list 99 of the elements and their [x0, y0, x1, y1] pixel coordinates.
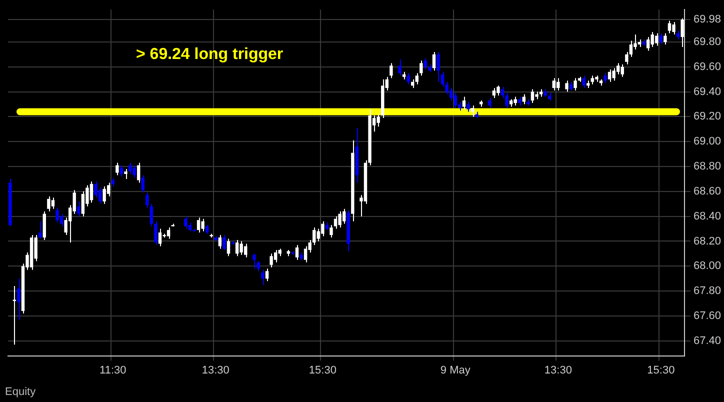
- candlestick: [415, 72, 418, 85]
- candlestick: [530, 88, 534, 104]
- candlestick: [38, 220, 42, 240]
- text: Equity: [5, 386, 36, 398]
- candlestick: [672, 22, 676, 36]
- candlestick: [226, 238, 230, 257]
- y-tick-label: 69.80: [693, 36, 722, 48]
- candlestick: [240, 240, 243, 256]
- candlestick: [466, 101, 470, 112]
- candlestick: [201, 218, 204, 232]
- candlestick: [522, 94, 526, 105]
- candlestick: [664, 32, 667, 45]
- candlestick: [196, 217, 200, 234]
- candlestick: [330, 224, 333, 238]
- candlestick: [338, 210, 342, 228]
- candlestick: [390, 62, 393, 79]
- candlestick: [47, 196, 50, 212]
- y-tick-label: 68.00: [693, 260, 722, 272]
- x-tick-label: 13:30: [544, 364, 572, 376]
- candlestick: [420, 60, 423, 76]
- y-tick-label: 68.80: [693, 160, 722, 173]
- y-tick-label: 67.40: [693, 334, 722, 347]
- y-tick-label: 69.60: [693, 60, 722, 73]
- candlestick: [604, 72, 607, 84]
- candlestick: [295, 244, 299, 260]
- candlestick: [218, 234, 222, 250]
- y-tick-label: 69.00: [693, 136, 722, 148]
- candlestick: [659, 32, 663, 45]
- candlestick: [454, 92, 458, 108]
- candlestick: [620, 64, 624, 78]
- candlestick: [488, 98, 492, 108]
- candlestick: [77, 200, 80, 217]
- y-tick-label: 69.40: [693, 86, 722, 98]
- candlestick: [406, 72, 410, 85]
- candlestick: [17, 278, 20, 320]
- candlestick: [222, 234, 226, 250]
- candlestick: [150, 203, 154, 227]
- candlestick: [90, 180, 94, 204]
- candlestick: [496, 85, 500, 96]
- candlestick: [120, 164, 124, 177]
- y-tick-label: 69.98: [693, 14, 722, 26]
- y-tick-label: 68.40: [693, 210, 722, 222]
- candlestick: [668, 20, 672, 34]
- candlestick: [650, 32, 654, 48]
- candlestick: [462, 96, 466, 110]
- candlestick: [646, 36, 650, 52]
- candlestick: [146, 192, 149, 208]
- x-tick-label: 15:30: [308, 364, 336, 376]
- candlestick: [56, 207, 59, 224]
- candlestick: [424, 58, 428, 70]
- candlestick: [128, 162, 132, 174]
- candlestick: [51, 197, 55, 210]
- y-tick-label: 68.20: [693, 235, 722, 248]
- candlestick: [132, 164, 136, 178]
- candlestick: [582, 75, 586, 89]
- candlestick: [492, 88, 496, 99]
- candlestick: [42, 210, 46, 240]
- candlestick: [184, 216, 188, 230]
- candlestick: [94, 180, 98, 198]
- candlestick: [158, 228, 162, 247]
- candlestick: [436, 51, 440, 82]
- candlestick: [334, 216, 338, 230]
- candlestick: [166, 227, 170, 240]
- candlestick: [376, 114, 380, 128]
- candlestick: [252, 253, 256, 270]
- candlestick: [256, 260, 260, 272]
- candlestick: [102, 186, 106, 204]
- x-tick-label: 9 May: [440, 364, 471, 376]
- candlestick: [141, 174, 144, 194]
- candlestick: [565, 80, 568, 92]
- candlestick: [398, 58, 402, 76]
- candlestick: [136, 162, 140, 184]
- x-tick-label: 15:30: [647, 364, 675, 376]
- candlestick: [124, 168, 128, 180]
- y-tick-label: 67.80: [693, 285, 722, 298]
- candlestick: [556, 78, 560, 92]
- candlestick: [154, 220, 158, 246]
- candlestick: [321, 220, 324, 237]
- x-tick-label: 13:30: [202, 364, 230, 376]
- candlestick: [60, 213, 64, 227]
- x-tick-label: 11:30: [100, 364, 126, 376]
- candlestick: [235, 239, 239, 257]
- candlestick: [680, 18, 684, 48]
- candlestick: [261, 269, 264, 286]
- candlestick: [432, 51, 436, 72]
- candlestick: [612, 68, 616, 82]
- candlestick: [574, 78, 577, 92]
- y-tick-label: 67.60: [693, 310, 722, 322]
- y-tick-label: 69.20: [693, 110, 722, 123]
- candlestick: [265, 268, 269, 282]
- candlestick: [342, 208, 346, 224]
- annotation: > 69.24 long trigger: [136, 46, 284, 64]
- candlestick: [274, 249, 278, 263]
- candlestick: [304, 246, 308, 263]
- candlestick: [81, 190, 85, 217]
- candlestick: [608, 68, 612, 82]
- y-tick-label: 68.60: [693, 185, 722, 198]
- candlestick: [270, 253, 273, 268]
- candlestick: [116, 162, 119, 176]
